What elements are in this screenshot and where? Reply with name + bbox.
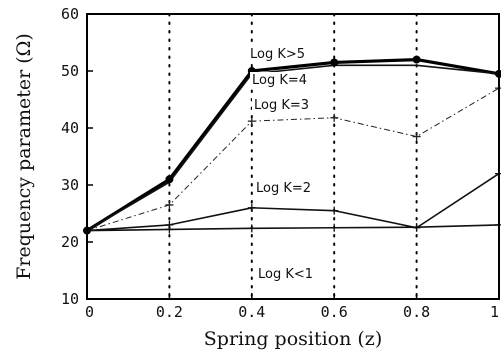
data-point [165, 225, 174, 234]
data-point [412, 223, 421, 232]
series-label: Log K=3 [254, 98, 309, 113]
series-line-1 [86, 64, 500, 232]
x-tick-label: 0.6 [321, 303, 348, 321]
series-line-2 [86, 87, 500, 232]
y-tick-label: 50 [61, 62, 79, 80]
x-axis-title: Spring position (z) [204, 328, 382, 350]
x-tick-label: 0.2 [156, 303, 183, 321]
data-point [330, 206, 339, 215]
x-tick-label: 0.8 [403, 303, 430, 321]
data-point [247, 224, 256, 233]
series-label-background [252, 97, 312, 114]
data-point [412, 132, 421, 141]
series-line-0 [86, 57, 500, 232]
data-point [247, 117, 256, 126]
series-label: Log K<1 [258, 267, 313, 282]
grid-layer [168, 13, 418, 300]
series-label: Log K=4 [252, 73, 307, 88]
x-tick-label: 0.4 [238, 303, 265, 321]
data-point [165, 200, 174, 209]
plot-frame [86, 13, 500, 300]
series-line-3 [86, 172, 500, 232]
label-layer: Log K>5 Log K=4 Log K=3 Log K=2 Log K<1 [248, 46, 313, 282]
y-tick-label: 20 [61, 233, 79, 251]
data-point [165, 175, 174, 184]
data-point [330, 113, 339, 122]
series-line-4 [86, 224, 500, 232]
y-tick-label: 60 [61, 5, 79, 23]
y-tick-label: 40 [61, 119, 79, 137]
data-point [412, 55, 421, 64]
tick-layer: 0 0.2 0.4 0.6 0.8 1 10 20 30 40 50 60 [61, 5, 500, 321]
x-tick-label: 1 [490, 303, 499, 321]
y-axis-title: Frequency parameter (Ω) [13, 33, 35, 280]
series-layer [86, 57, 500, 232]
data-point [330, 58, 339, 67]
data-point [247, 203, 256, 212]
data-point [330, 223, 339, 232]
y-tick-label: 30 [61, 176, 79, 194]
series-label: Log K=2 [256, 181, 311, 196]
x-tick-label: 0 [85, 303, 94, 321]
y-tick-label: 10 [61, 290, 79, 308]
series-label-background [248, 46, 308, 63]
series-label-background [250, 72, 310, 89]
series-label: Log K>5 [250, 47, 305, 62]
